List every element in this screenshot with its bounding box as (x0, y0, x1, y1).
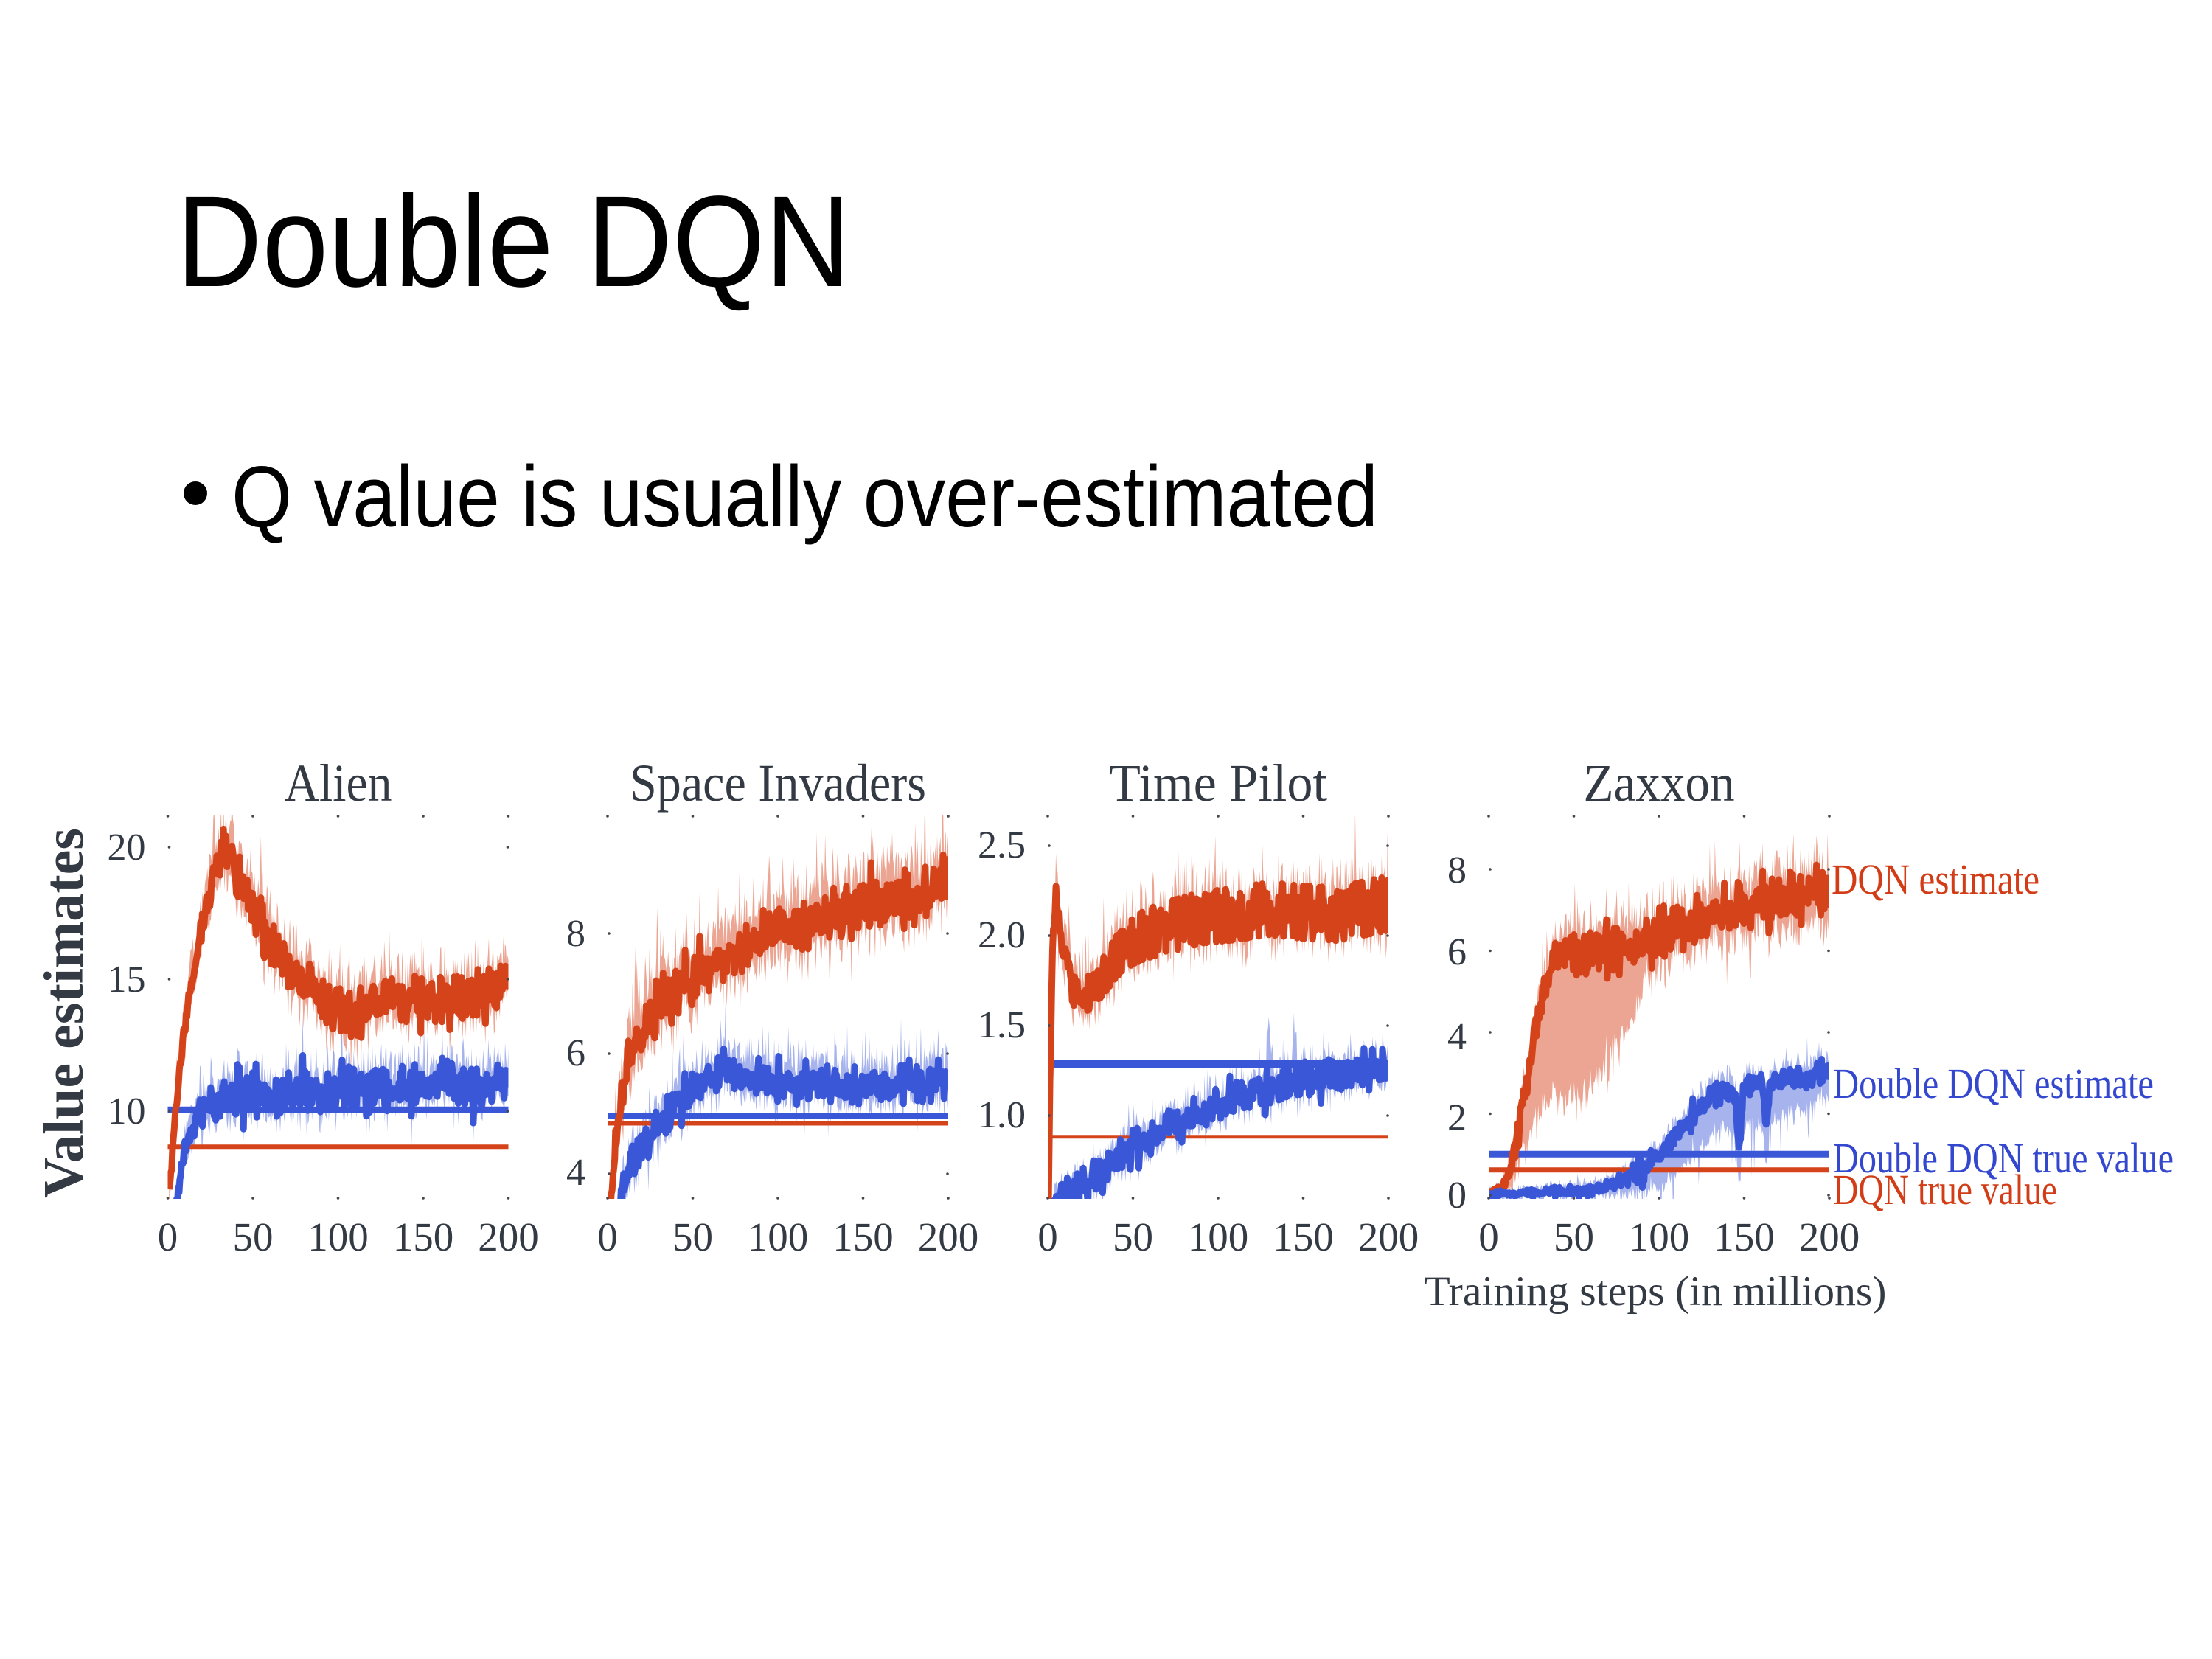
svg-text:0: 0 (1447, 1175, 1467, 1217)
svg-text:Space Invaders: Space Invaders (630, 754, 926, 813)
svg-text:6: 6 (1447, 931, 1467, 973)
svg-text:10: 10 (108, 1091, 146, 1133)
svg-text:100: 100 (1188, 1214, 1249, 1259)
svg-text:50: 50 (672, 1214, 713, 1259)
svg-text:100: 100 (748, 1214, 809, 1259)
svg-text:1.0: 1.0 (978, 1094, 1026, 1136)
svg-text:150: 150 (1273, 1214, 1334, 1259)
svg-text:2.5: 2.5 (978, 824, 1026, 866)
svg-text:8: 8 (1447, 849, 1467, 891)
svg-text:20: 20 (108, 827, 146, 869)
svg-text:8: 8 (566, 913, 585, 955)
svg-text:15: 15 (108, 959, 146, 1001)
svg-text:200: 200 (918, 1214, 979, 1259)
svg-text:Alien: Alien (285, 754, 392, 813)
svg-text:150: 150 (1714, 1214, 1775, 1259)
svg-text:200: 200 (1358, 1214, 1419, 1259)
svg-text:Double DQN: Double DQN (176, 170, 851, 314)
svg-text:100: 100 (1629, 1214, 1690, 1259)
svg-text:Double DQN estimate: Double DQN estimate (1833, 1060, 2154, 1107)
svg-text:2: 2 (1447, 1097, 1467, 1139)
svg-text:4: 4 (566, 1152, 585, 1194)
svg-text:0: 0 (1037, 1214, 1058, 1259)
svg-text:Zaxxon: Zaxxon (1584, 754, 1735, 813)
svg-text:4: 4 (1447, 1016, 1467, 1058)
svg-text:Q value is usually over-estima: Q value is usually over-estimated (232, 448, 1378, 546)
svg-text:DQN estimate: DQN estimate (1832, 855, 2039, 903)
svg-text:100: 100 (307, 1214, 369, 1259)
svg-text:200: 200 (478, 1214, 539, 1259)
svg-text:50: 50 (1113, 1214, 1153, 1259)
svg-text:Training steps (in millions): Training steps (in millions) (1425, 1268, 1887, 1315)
svg-text:0: 0 (597, 1214, 618, 1259)
svg-text:2.0: 2.0 (978, 914, 1026, 956)
svg-text:DQN true value: DQN true value (1833, 1166, 2057, 1214)
svg-text:Value estimates: Value estimates (32, 828, 95, 1198)
svg-text:150: 150 (393, 1214, 454, 1259)
svg-text:200: 200 (1799, 1214, 1860, 1259)
svg-text:0: 0 (158, 1214, 178, 1259)
svg-text:0: 0 (1478, 1214, 1499, 1259)
svg-text:150: 150 (832, 1214, 894, 1259)
svg-text:50: 50 (1554, 1214, 1594, 1259)
svg-text:6: 6 (566, 1032, 585, 1074)
svg-text:Time Pilot: Time Pilot (1109, 754, 1327, 813)
svg-text:50: 50 (233, 1214, 274, 1259)
svg-text:1.5: 1.5 (978, 1004, 1026, 1046)
svg-text:Double DQN true value: Double DQN true value (1833, 1134, 2174, 1182)
